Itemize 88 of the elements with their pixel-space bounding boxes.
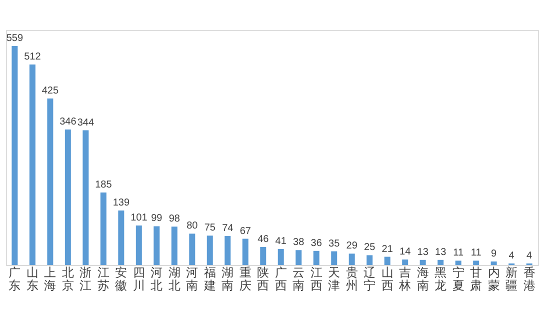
data-label: 14 [400,246,412,258]
bar [100,192,106,265]
data-label: 11 [453,248,464,259]
x-tick-label: 上海 [44,266,56,292]
bar [331,251,338,265]
bar [171,226,178,265]
data-label: 21 [382,244,394,255]
data-label: 344 [77,117,94,128]
data-label: 99 [151,213,163,224]
bar [438,260,444,265]
bar [313,250,320,265]
x-tick-label: 广西 [274,266,287,292]
data-label: 38 [293,237,305,248]
bar [260,246,266,265]
data-label: 35 [328,238,340,250]
bar [82,130,89,265]
bar [455,260,462,265]
x-tick-label: 湖南 [222,266,234,292]
bar [47,98,54,265]
x-tick-label: 山西 [381,266,394,292]
data-label: 559 [6,33,24,44]
data-label: 25 [364,242,376,254]
x-tick-label: 福建 [202,266,216,292]
x-tick-label: 四川 [132,266,145,292]
data-label: 425 [42,86,59,97]
bar [12,46,18,265]
bar [384,256,390,265]
bar [118,210,124,265]
x-tick-label: 甘肃 [470,266,482,292]
bar [206,236,213,265]
x-tick-label: 河北 [150,266,163,292]
x-tick-label: 重庆 [239,266,252,292]
data-label: 46 [258,234,270,245]
data-label: 9 [491,248,498,260]
bar [189,234,196,265]
data-label: 4 [526,250,533,262]
data-label: 36 [310,238,322,249]
bar [366,255,373,265]
bar [224,236,231,265]
bar [29,64,36,265]
x-tick-label: 海南 [416,266,429,292]
x-tick-label: 新疆 [506,266,518,292]
bar [136,225,142,265]
data-label: 80 [186,220,198,232]
x-tick-label: 安徽 [115,266,128,292]
x-tick-label: 山东 [26,266,38,292]
x-tick-label: 北京 [62,266,74,292]
bar [242,238,248,265]
data-label: 41 [275,236,287,247]
bar [296,250,302,265]
data-label: 74 [222,223,234,234]
bar [348,254,355,265]
bar [490,261,497,265]
x-tick-label: 黑龙 [434,266,447,292]
x-tick-label: 天津 [328,266,340,292]
bar [64,129,71,265]
bar [473,260,480,265]
x-tick-label: 宁夏 [452,266,464,292]
data-label: 98 [168,214,180,225]
data-label: 29 [346,240,358,252]
data-label: 346 [60,116,77,128]
bar [420,260,426,265]
x-tick-label: 内蒙 [488,266,500,292]
data-label: 11 [470,248,482,259]
data-label: 4 [508,250,515,262]
bar [402,260,408,265]
data-label: 139 [112,198,130,209]
x-tick-label: 浙江 [80,266,92,292]
data-label: 75 [204,222,216,234]
x-tick-label: 江西 [310,266,322,292]
data-label: 67 [240,226,252,237]
x-tick-label: 吉林 [398,266,412,292]
data-label: 101 [130,212,148,224]
data-label: 13 [435,246,447,258]
x-tick-label: 云南 [292,266,305,292]
x-tick-label: 辽宁 [364,266,376,292]
x-tick-label: 湖北 [168,266,180,292]
x-tick-label: 广东 [8,266,21,292]
x-tick-label: 陕西 [257,266,270,292]
data-label: 185 [95,180,112,191]
x-tick-label: 贵州 [346,266,358,292]
bar [278,248,284,265]
bar [154,226,160,265]
data-label: 512 [24,51,42,62]
x-tick-label: 江苏 [97,266,110,292]
data-label: 13 [417,246,429,258]
x-tick-label: 河南 [186,266,198,292]
x-tick-label: 香港 [523,266,536,292]
